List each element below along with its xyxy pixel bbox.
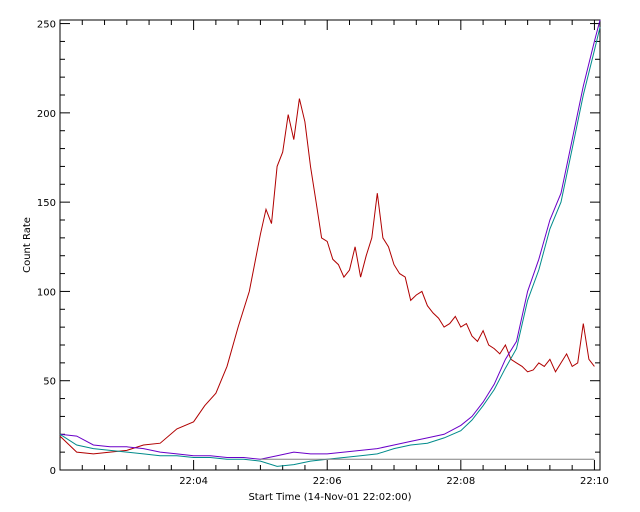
y-axis-title: Count Rate	[22, 217, 33, 273]
x-tick-label: 22:04	[179, 476, 208, 487]
series-line-1	[59, 98, 595, 455]
y-tick-label: 50	[43, 377, 56, 388]
x-tick-label: 22:06	[313, 476, 342, 487]
series-line-3	[59, 26, 601, 467]
x-axis-title: Start Time (14-Nov-01 22:02:00)	[248, 492, 411, 503]
y-tick-label: 150	[37, 198, 56, 209]
y-tick-label: 200	[37, 109, 56, 120]
x-tick-label: 22:08	[446, 476, 475, 487]
x-tick-label: 22:10	[580, 476, 609, 487]
plot-frame	[59, 19, 601, 471]
series-layer	[59, 19, 601, 467]
axis-ticks: 0 50 100 150 200 250 22:04 22:06 22:08 22:10	[37, 20, 609, 487]
y-tick-label: 0	[50, 466, 56, 477]
y-tick-label: 250	[37, 20, 56, 31]
y-tick-label: 100	[37, 287, 56, 298]
series-line-2	[59, 19, 601, 460]
